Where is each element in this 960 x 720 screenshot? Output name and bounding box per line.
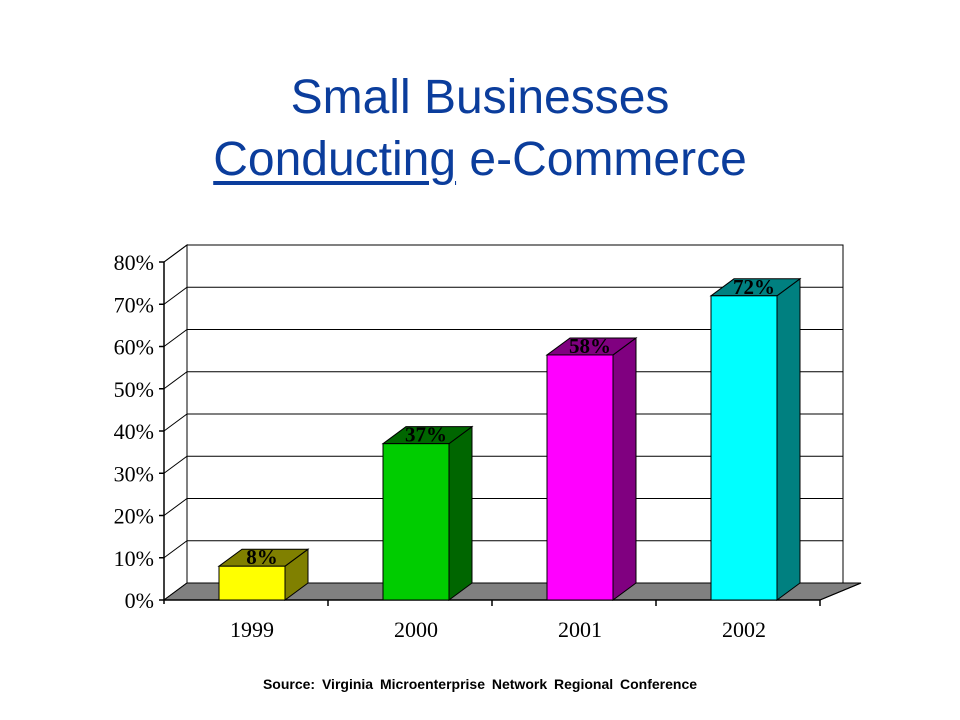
title-rest: e-Commerce — [456, 133, 747, 186]
x-tick-label-2000: 2000 — [394, 617, 438, 642]
bar-2002 — [710, 295, 778, 601]
data-label-2001: 58% — [569, 334, 611, 358]
bar-1999 — [218, 565, 286, 601]
chart-title-line1: Small Businesses — [290, 71, 670, 124]
y-tick-label: 70% — [114, 292, 154, 317]
chart-title-line2: Conducting e-Commerce — [0, 132, 960, 188]
gridline — [163, 329, 843, 347]
y-tick-label: 60% — [114, 335, 154, 360]
bar-side-2001 — [612, 336, 637, 601]
bar-side-2002 — [776, 277, 801, 601]
gridline — [163, 244, 843, 263]
y-tick-label: 10% — [114, 546, 154, 571]
data-label-2000: 37% — [405, 423, 447, 447]
source-note: Source: Virginia Microenterprise Network… — [262, 676, 698, 692]
data-label-1999: 8% — [246, 545, 278, 569]
y-tick-label: 20% — [114, 504, 154, 529]
y-tick-label: 30% — [114, 461, 154, 486]
y-tick-label: 0% — [125, 588, 154, 613]
x-tick-label-1999: 1999 — [230, 617, 274, 642]
x-tick-label-2001: 2001 — [558, 617, 602, 642]
bar-2000 — [382, 443, 450, 601]
y-tick-label: 50% — [114, 377, 154, 402]
x-tick-label-2002: 2002 — [722, 617, 766, 642]
bar-side-2000 — [448, 425, 473, 601]
gridline — [163, 286, 843, 305]
title-underlined-word: Conducting — [213, 133, 457, 186]
bar-2001 — [546, 354, 614, 601]
data-label-2002: 72% — [733, 275, 775, 299]
y-tick-label: 80% — [114, 250, 154, 275]
y-tick-label: 40% — [114, 419, 154, 444]
floor-edge — [819, 582, 862, 601]
